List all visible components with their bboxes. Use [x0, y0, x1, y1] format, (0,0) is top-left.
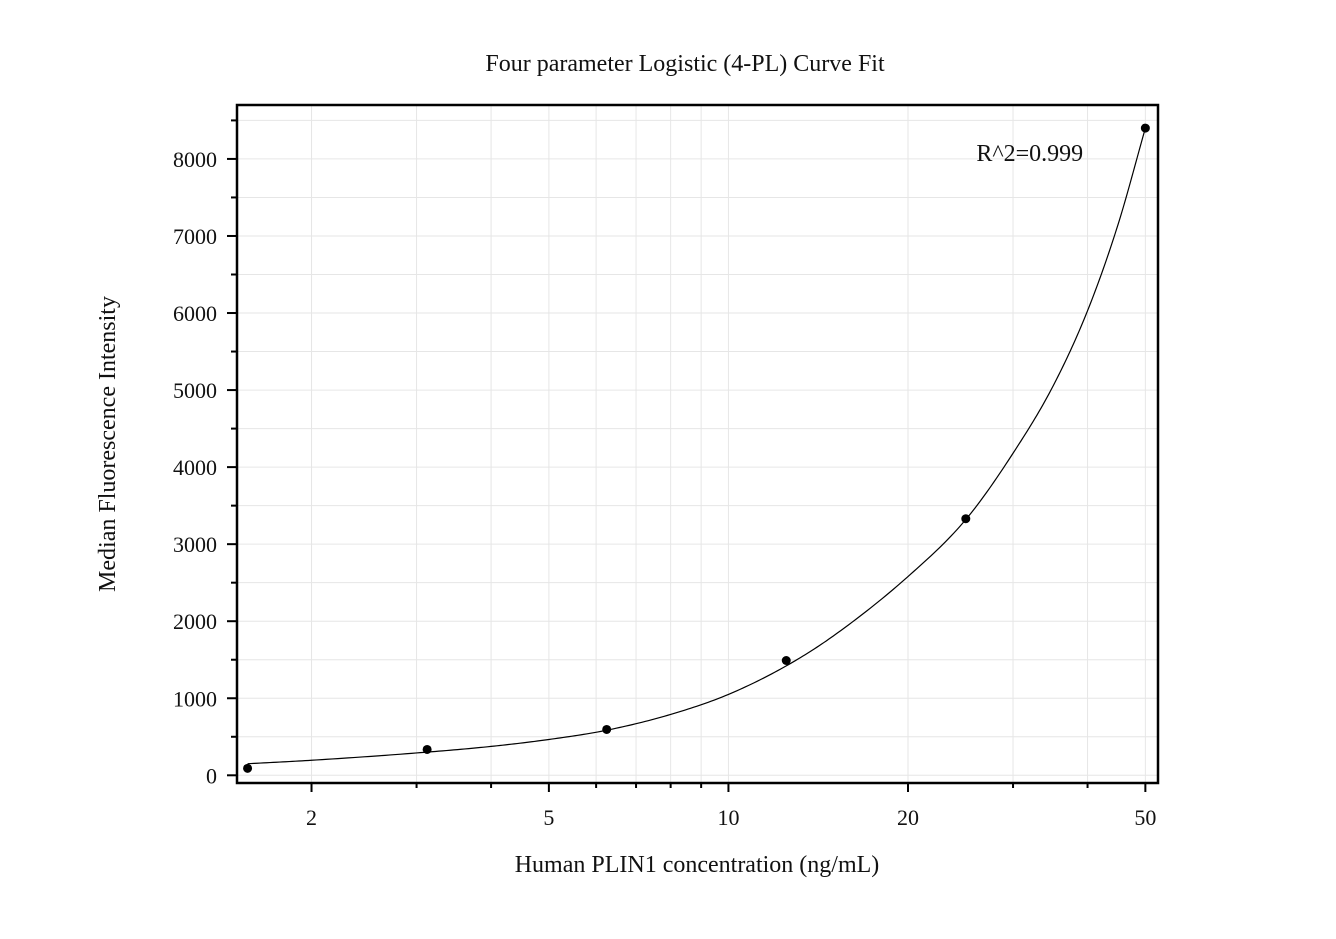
- fit-curve-layer: [247, 127, 1146, 765]
- plot-frame: [235, 103, 1160, 785]
- data-point: [781, 655, 791, 665]
- x-axis: 2 5 10 20 50: [306, 783, 1156, 830]
- chart-title: Four parameter Logistic (4-PL) Curve Fit: [485, 51, 885, 77]
- fit-curve: [247, 127, 1146, 765]
- grid: [237, 105, 1158, 783]
- x-tick-label: 2: [306, 805, 317, 830]
- x-tick-label: 5: [543, 805, 554, 830]
- r-squared-annotation: R^2=0.999: [976, 141, 1083, 167]
- x-axis-label: Human PLIN1 concentration (ng/mL): [515, 852, 880, 878]
- data-point: [602, 724, 612, 734]
- y-axis-label: Median Fluorescence Intensity: [95, 296, 121, 592]
- y-tick-label: 4000: [173, 455, 217, 480]
- y-tick-label: 3000: [173, 532, 217, 557]
- data-point: [243, 763, 253, 773]
- data-point: [422, 744, 432, 754]
- y-tick-label: 7000: [173, 224, 217, 249]
- data-points: [243, 123, 1150, 773]
- data-point: [1140, 123, 1150, 133]
- x-tick-label: 50: [1134, 805, 1156, 830]
- y-axis: 0 1000 2000 3000 4000 5000 6000 7000 8000: [173, 119, 237, 788]
- x-tick-label: 20: [897, 805, 919, 830]
- annotations: R^2=0.999: [976, 141, 1083, 167]
- y-tick-label: 2000: [173, 609, 217, 634]
- y-tick-label: 5000: [173, 378, 217, 403]
- y-tick-label: 1000: [173, 686, 217, 711]
- y-tick-label: 8000: [173, 147, 217, 172]
- x-tick-label: 10: [717, 805, 739, 830]
- y-tick-label: 6000: [173, 301, 217, 326]
- y-tick-label: 0: [206, 763, 217, 788]
- data-point: [961, 514, 971, 524]
